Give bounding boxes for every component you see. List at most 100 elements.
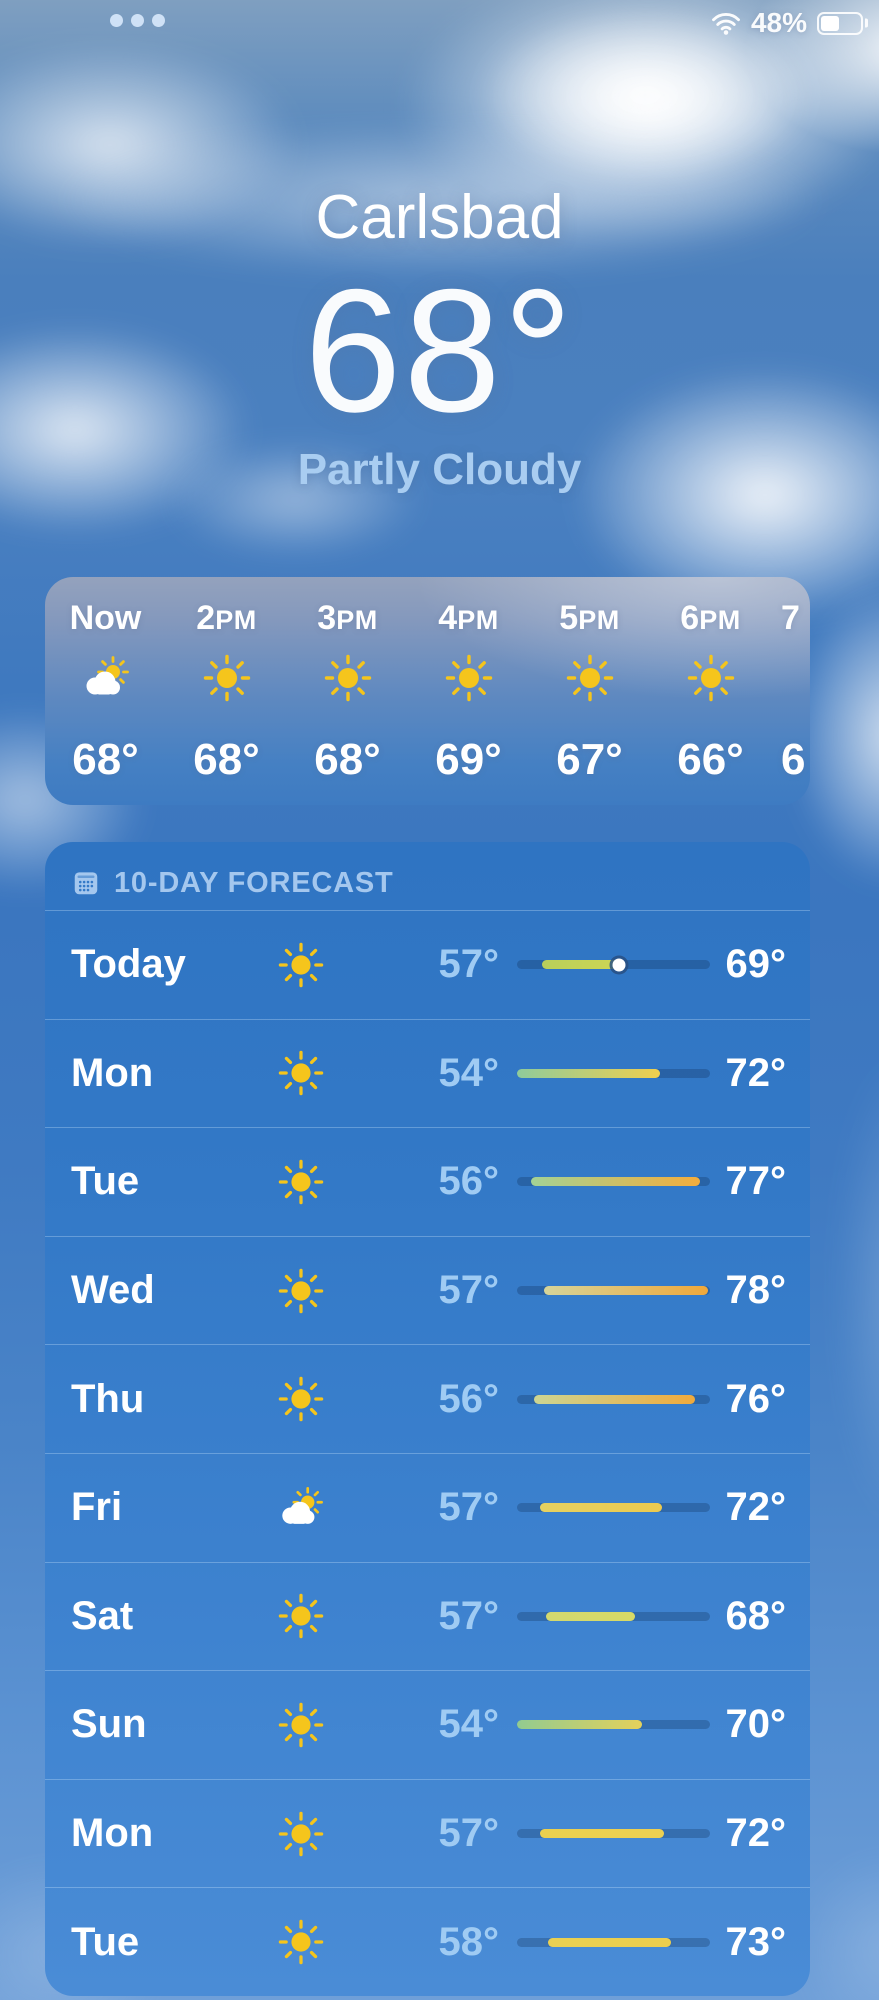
daily-row[interactable]: Sat 57° 68° — [45, 1561, 810, 1671]
low-temp: 56° — [438, 1159, 500, 1204]
day-label: Mon — [71, 1811, 154, 1856]
hourly-temp: 68° — [72, 735, 139, 784]
daily-row[interactable]: Wed 57° 78° — [45, 1235, 810, 1345]
hourly-time: 2PM — [196, 599, 257, 637]
temp-range-bar — [517, 1503, 710, 1513]
sun-icon — [687, 654, 734, 702]
daily-row[interactable]: Fri 57° 72° — [45, 1452, 810, 1562]
sun-icon — [278, 1376, 324, 1422]
low-temp: 54° — [438, 1050, 500, 1095]
daily-row[interactable]: Tue 56° 77° — [45, 1127, 810, 1236]
sun-icon — [278, 1159, 324, 1205]
high-temp: 72° — [725, 1811, 787, 1856]
hourly-time: 5PM — [559, 599, 620, 637]
weather-icon — [253, 1811, 349, 1857]
temp-range-fill — [534, 1394, 695, 1404]
cloud-sun-icon — [282, 1486, 323, 1524]
daily-row[interactable]: Sun 54° 70° — [45, 1670, 810, 1779]
hourly-time: Now — [69, 599, 142, 637]
weather-icon — [253, 1485, 349, 1531]
battery-icon — [817, 11, 868, 35]
temp-range-fill — [542, 960, 620, 970]
day-label: Tue — [71, 1159, 140, 1204]
sun-icon — [278, 1051, 324, 1096]
weather-icon — [253, 1050, 349, 1096]
current-temp-dot — [612, 958, 626, 972]
temp-range-bar — [517, 1286, 710, 1296]
ten-day-header: 10-DAY FORECAST — [45, 842, 810, 910]
sun-icon — [278, 1919, 324, 1965]
temp-range-fill — [517, 1068, 660, 1078]
sun-icon — [278, 1594, 324, 1639]
temp-range-fill — [540, 1829, 664, 1839]
city-name: Carlsbad — [315, 183, 564, 252]
high-temp: 70° — [725, 1702, 787, 1747]
hourly-strip[interactable]: Now 68° 2PM — [45, 577, 810, 805]
day-label: Wed — [71, 1268, 155, 1313]
hourly-temp: 66° — [677, 735, 744, 784]
sun-icon — [324, 654, 371, 702]
daily-row[interactable]: Mon 54° 72° — [45, 1018, 810, 1128]
daily-row[interactable]: Tue 58° 73° — [45, 1887, 810, 1996]
more-options-icon[interactable] — [110, 14, 165, 27]
temp-range-bar — [517, 1068, 710, 1078]
high-temp: 78° — [725, 1268, 787, 1313]
hourly-item: 2PM 68° — [166, 577, 287, 805]
sun-icon — [278, 942, 324, 988]
ten-day-forecast-panel: 10-DAY FORECAST Today 57° 69° Mon — [45, 842, 810, 1996]
sun-icon — [566, 654, 613, 702]
hourly-temp: 68° — [193, 735, 260, 784]
hourly-time: 6PM — [680, 599, 741, 637]
hourly-temp: 69° — [435, 735, 502, 784]
hourly-item: 7 6 — [771, 577, 810, 805]
day-label: Thu — [71, 1376, 145, 1421]
weather-icon — [253, 1376, 349, 1422]
status-bar: 48% — [0, 0, 879, 44]
temp-range-bar — [517, 958, 710, 972]
daily-rows: Today 57° 69° Mon — [45, 910, 810, 1996]
daily-row[interactable]: Today 57° 69° — [45, 910, 810, 1019]
hourly-time: 7 — [781, 599, 800, 637]
hourly-item: 4PM 69° — [408, 577, 529, 805]
cloud — [815, 980, 879, 1600]
temp-range-bar — [517, 1829, 710, 1839]
day-label: Sat — [71, 1593, 134, 1638]
high-temp: 76° — [725, 1376, 787, 1421]
day-label: Today — [71, 942, 186, 987]
low-temp: 57° — [438, 1593, 500, 1638]
hourly-item: 5PM 67° — [529, 577, 650, 805]
high-temp: 68° — [725, 1593, 787, 1638]
low-temp: 58° — [438, 1919, 500, 1964]
sun-icon — [278, 1702, 324, 1748]
wifi-icon — [712, 12, 740, 35]
current-conditions: Carlsbad 68° Partly Cloudy — [0, 182, 879, 495]
current-condition: Partly Cloudy — [297, 445, 582, 494]
current-temperature: 68° — [304, 254, 575, 449]
weather-icon — [566, 654, 614, 702]
hourly-item: 3PM 68° — [287, 577, 408, 805]
status-indicators: 48% — [711, 7, 868, 39]
temp-range-fill — [530, 1177, 701, 1187]
temp-range-fill — [540, 1503, 662, 1513]
high-temp: 72° — [725, 1050, 787, 1095]
day-label: Fri — [71, 1485, 123, 1530]
hourly-item: 6PM 66° — [650, 577, 771, 805]
high-temp: 73° — [725, 1919, 787, 1964]
temp-range-bar — [517, 1611, 710, 1621]
hourly-temp: 6 — [781, 735, 806, 784]
sun-icon — [445, 654, 492, 702]
temp-range-bar — [517, 1177, 710, 1187]
daily-row[interactable]: Thu 56° 76° — [45, 1344, 810, 1453]
low-temp: 56° — [438, 1376, 500, 1421]
weather-icon — [324, 654, 372, 702]
hourly-time: 3PM — [317, 599, 378, 637]
hourly-temp: 67° — [556, 735, 623, 784]
low-temp: 57° — [438, 1811, 500, 1856]
weather-icon — [253, 1268, 349, 1314]
weather-icon — [687, 654, 735, 702]
hourly-temp: 68° — [314, 735, 381, 784]
high-temp: 72° — [725, 1485, 787, 1530]
temp-range-fill — [547, 1937, 672, 1947]
sun-icon — [278, 1811, 324, 1856]
daily-row[interactable]: Mon 57° 72° — [45, 1778, 810, 1888]
